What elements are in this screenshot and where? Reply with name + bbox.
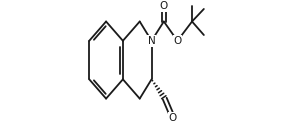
Text: O: O	[160, 1, 168, 11]
Text: O: O	[173, 36, 181, 46]
Text: N: N	[148, 36, 155, 46]
Text: O: O	[169, 113, 177, 123]
